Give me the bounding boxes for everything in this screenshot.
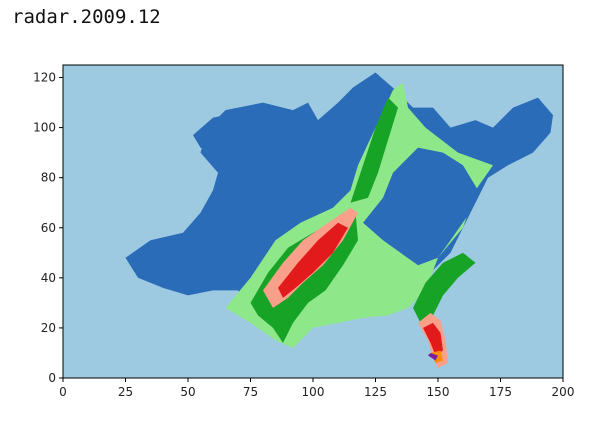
radar-region-level-3-6 [350, 97, 398, 203]
radar-region-level-5-8 [278, 222, 348, 298]
radar-region-level-5-10 [423, 322, 443, 356]
x-axis: 0 25 50 75 100 125 150 175 200 [59, 378, 574, 399]
radar-region-level-1-3 [363, 147, 478, 266]
x-tick-label: 175 [489, 385, 512, 399]
y-tick-label: 80 [41, 171, 56, 185]
x-tick-label: 25 [118, 385, 133, 399]
chart-title: radar.2009.12 [12, 6, 161, 28]
radar-region-level-1-1 [193, 112, 273, 163]
y-tick-label: 120 [33, 71, 56, 85]
y-tick-label: 20 [41, 321, 56, 335]
x-tick-label: 100 [302, 385, 325, 399]
y-tick-label: 40 [41, 271, 56, 285]
y-tick-label: 0 [48, 371, 56, 385]
y-tick-label: 60 [41, 221, 56, 235]
x-tick-label: 150 [427, 385, 450, 399]
radar-region-level-7-12 [428, 353, 438, 361]
y-tick-label: 100 [33, 121, 56, 135]
radar-region-level-3-5 [413, 252, 476, 328]
plot-area [62, 64, 564, 379]
x-tick-label: 75 [243, 385, 258, 399]
x-tick-label: 0 [59, 385, 67, 399]
x-tick-label: 125 [364, 385, 387, 399]
y-axis: 0 20 40 60 80 100 120 [33, 71, 63, 385]
x-tick-label: 50 [180, 385, 195, 399]
x-tick-label: 200 [552, 385, 575, 399]
